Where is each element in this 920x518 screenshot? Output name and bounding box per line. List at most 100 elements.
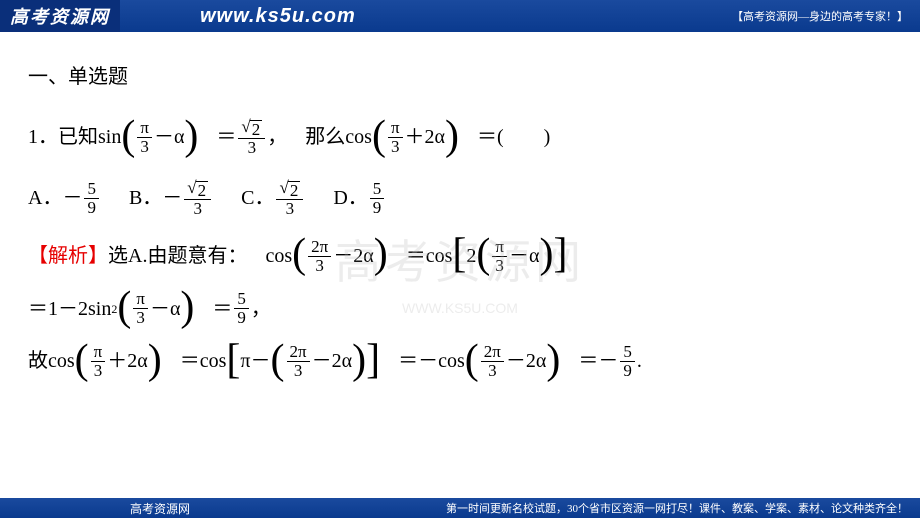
frac-r2-3b: √2 3 <box>276 179 303 218</box>
footer-right: 第一时间更新名校试题，30个省市区资源一网打尽！课件、教案、学案、素材、论文种类… <box>446 500 920 516</box>
therefore: 故 <box>28 346 48 376</box>
footer-bar: 高考资源网 第一时间更新名校试题，30个省市区资源一网打尽！课件、教案、学案、素… <box>0 498 920 518</box>
frac-2pi-3: 2π 3 <box>308 238 331 275</box>
frac-num: √2 <box>184 179 211 200</box>
frac-den: 9 <box>370 199 385 217</box>
rparen-icon <box>445 119 459 155</box>
sqrt-body: 2 <box>196 181 209 199</box>
frac-num: 2π <box>287 343 310 362</box>
frac-den: 3 <box>190 200 205 218</box>
solution-line-3: 故 cos π 3 ＋2α ＝ cos π－ 2π 3 －2α ＝－ cos 2… <box>28 343 892 380</box>
neg: － <box>162 183 182 213</box>
lbracket-icon <box>226 343 240 379</box>
frac-5-9c: 5 9 <box>234 290 249 327</box>
options-line: A． － 5 9 B． － √2 3 C． √2 3 D． 5 9 <box>28 179 892 218</box>
neg: － <box>62 183 82 213</box>
alpha: α <box>170 294 180 324</box>
q-tail: ＝( ) <box>477 122 550 152</box>
frac-num: √2 <box>276 179 303 200</box>
cos-fn: cos <box>345 122 372 152</box>
frac-pi-3d: π 3 <box>133 290 148 327</box>
frac-pi-3: π 3 <box>137 119 152 156</box>
rparen-icon <box>180 290 194 326</box>
frac-num: 5 <box>620 343 635 362</box>
minus2a: －2α <box>506 346 546 376</box>
frac-num: π <box>137 119 152 138</box>
equals: ＝ <box>212 294 232 324</box>
eq-neg: ＝－ <box>398 346 438 376</box>
pick-a: 选A. <box>108 241 147 271</box>
plus2a: ＋2α <box>107 346 147 376</box>
lparen-icon <box>117 290 131 326</box>
cos-fn: cos <box>48 346 75 376</box>
frac-den: 9 <box>620 362 635 380</box>
site-logo: 高考资源网 <box>0 0 120 32</box>
rparen-icon <box>148 343 162 379</box>
solution-tag: 【解析】 <box>28 241 108 271</box>
frac-5-9d: 5 9 <box>620 343 635 380</box>
solution-line-1: 【解析】 选A. 由题意有： cos 2π 3 －2α ＝ cos 2 π 3 … <box>28 238 892 275</box>
frac-pi-3b: π 3 <box>388 119 403 156</box>
frac-num: π <box>133 290 148 309</box>
frac-5-9b: 5 9 <box>370 180 385 217</box>
frac-num: √2 <box>238 118 265 139</box>
lparen-icon <box>121 119 135 155</box>
frac-den: 3 <box>291 362 306 380</box>
lparen-icon <box>75 343 89 379</box>
frac-num: 5 <box>84 180 99 199</box>
opt-b: B． <box>129 183 162 213</box>
frac-den: 9 <box>234 309 249 327</box>
q-prefix: 已知 <box>58 122 98 152</box>
rparen-icon <box>539 237 553 273</box>
site-url: www.ks5u.com <box>120 5 732 28</box>
frac-den: 3 <box>245 139 260 157</box>
by-text: 由题意有： <box>147 241 247 271</box>
frac-den: 3 <box>485 362 500 380</box>
page-content: 一、单选题 1． 已知 sin π 3 － α ＝ √2 3 ， 那么 cos … <box>0 32 920 380</box>
frac-2pi-3c: 2π 3 <box>481 343 504 380</box>
plus2a: ＋2α <box>405 122 445 152</box>
comma: ， <box>251 294 271 324</box>
frac-den: 3 <box>388 138 403 156</box>
cos-fn: cos <box>265 241 292 271</box>
lparen-icon <box>271 343 285 379</box>
sqrt-body: 2 <box>250 120 263 138</box>
lparen-icon <box>292 237 306 273</box>
eq-neg2: ＝－ <box>578 346 618 376</box>
sin-fn: sin <box>88 294 111 324</box>
cos-fn: cos <box>200 346 227 376</box>
rparen-icon <box>546 343 560 379</box>
lparen-icon <box>465 343 479 379</box>
frac-pi-3c: π 3 <box>492 238 507 275</box>
solution-line-2: ＝1－2 sin2 π 3 － α ＝ 5 9 ， <box>28 290 892 327</box>
frac-num: 5 <box>370 180 385 199</box>
lbracket-icon <box>452 237 466 273</box>
minus2a: －2α <box>333 241 373 271</box>
frac-den: 9 <box>84 199 99 217</box>
rparen-icon <box>352 343 366 379</box>
frac-den: 3 <box>312 257 327 275</box>
section-title: 一、单选题 <box>28 62 892 92</box>
frac-num: 2π <box>308 238 331 257</box>
two: 2 <box>466 241 476 271</box>
alpha: α <box>174 122 184 152</box>
q-then: 那么 <box>305 122 345 152</box>
opt-c: C． <box>241 183 274 213</box>
comma: ， <box>267 122 287 152</box>
minus: － <box>150 294 170 324</box>
frac-5-9: 5 9 <box>84 180 99 217</box>
frac-num: π <box>91 343 106 362</box>
cos-fn: cos <box>426 241 453 271</box>
top-bar: 高考资源网 www.ks5u.com 【高考资源网—身边的高考专家！】 <box>0 0 920 32</box>
rparen-icon <box>374 237 388 273</box>
frac-den: 3 <box>91 362 106 380</box>
alpha: α <box>529 241 539 271</box>
minus: － <box>509 241 529 271</box>
frac-root2-3: √2 3 <box>238 118 265 157</box>
frac-num: π <box>492 238 507 257</box>
minus: － <box>154 122 174 152</box>
lparen-icon <box>372 119 386 155</box>
frac-num: 2π <box>481 343 504 362</box>
opt-d: D． <box>333 183 367 213</box>
q-index: 1． <box>28 122 58 152</box>
